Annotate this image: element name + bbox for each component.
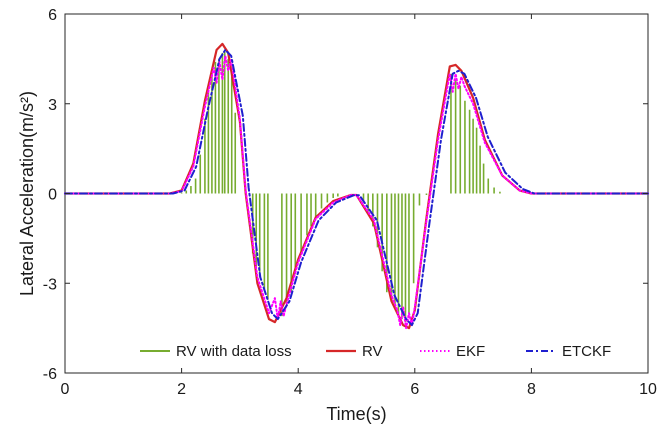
series-line-ekf xyxy=(64,54,649,330)
y-tick-label: 0 xyxy=(48,187,57,204)
y-tick-label: -6 xyxy=(43,366,57,383)
x-tick-label: 0 xyxy=(61,381,70,398)
legend-label: EKF xyxy=(456,343,485,360)
y-axis-title: Lateral Acceleration(m/s²) xyxy=(17,91,37,296)
legend-label: RV xyxy=(362,343,383,360)
x-axis-title: Time(s) xyxy=(326,404,386,424)
plot-area xyxy=(63,13,650,374)
x-tick-label: 4 xyxy=(294,381,303,398)
x-tick-label: 8 xyxy=(527,381,536,398)
y-tick-label: -3 xyxy=(43,276,57,293)
series-line-etckf xyxy=(64,48,649,327)
y-tick-label: 6 xyxy=(48,7,57,24)
legend: RV with data loss RV EKF ETCKF xyxy=(136,339,611,361)
x-tick-label: 10 xyxy=(639,381,657,398)
y-tick-labels: -6 -3 0 3 6 xyxy=(43,7,57,383)
legend-label: ETCKF xyxy=(562,343,611,360)
axis-ticks xyxy=(64,13,649,374)
x-tick-label: 2 xyxy=(177,381,186,398)
x-tick-labels: 0 2 4 6 8 10 xyxy=(61,381,657,398)
legend-label: RV with data loss xyxy=(176,343,292,360)
x-tick-label: 6 xyxy=(410,381,419,398)
line-series-layer xyxy=(63,42,650,330)
y-tick-label: 3 xyxy=(48,97,57,114)
